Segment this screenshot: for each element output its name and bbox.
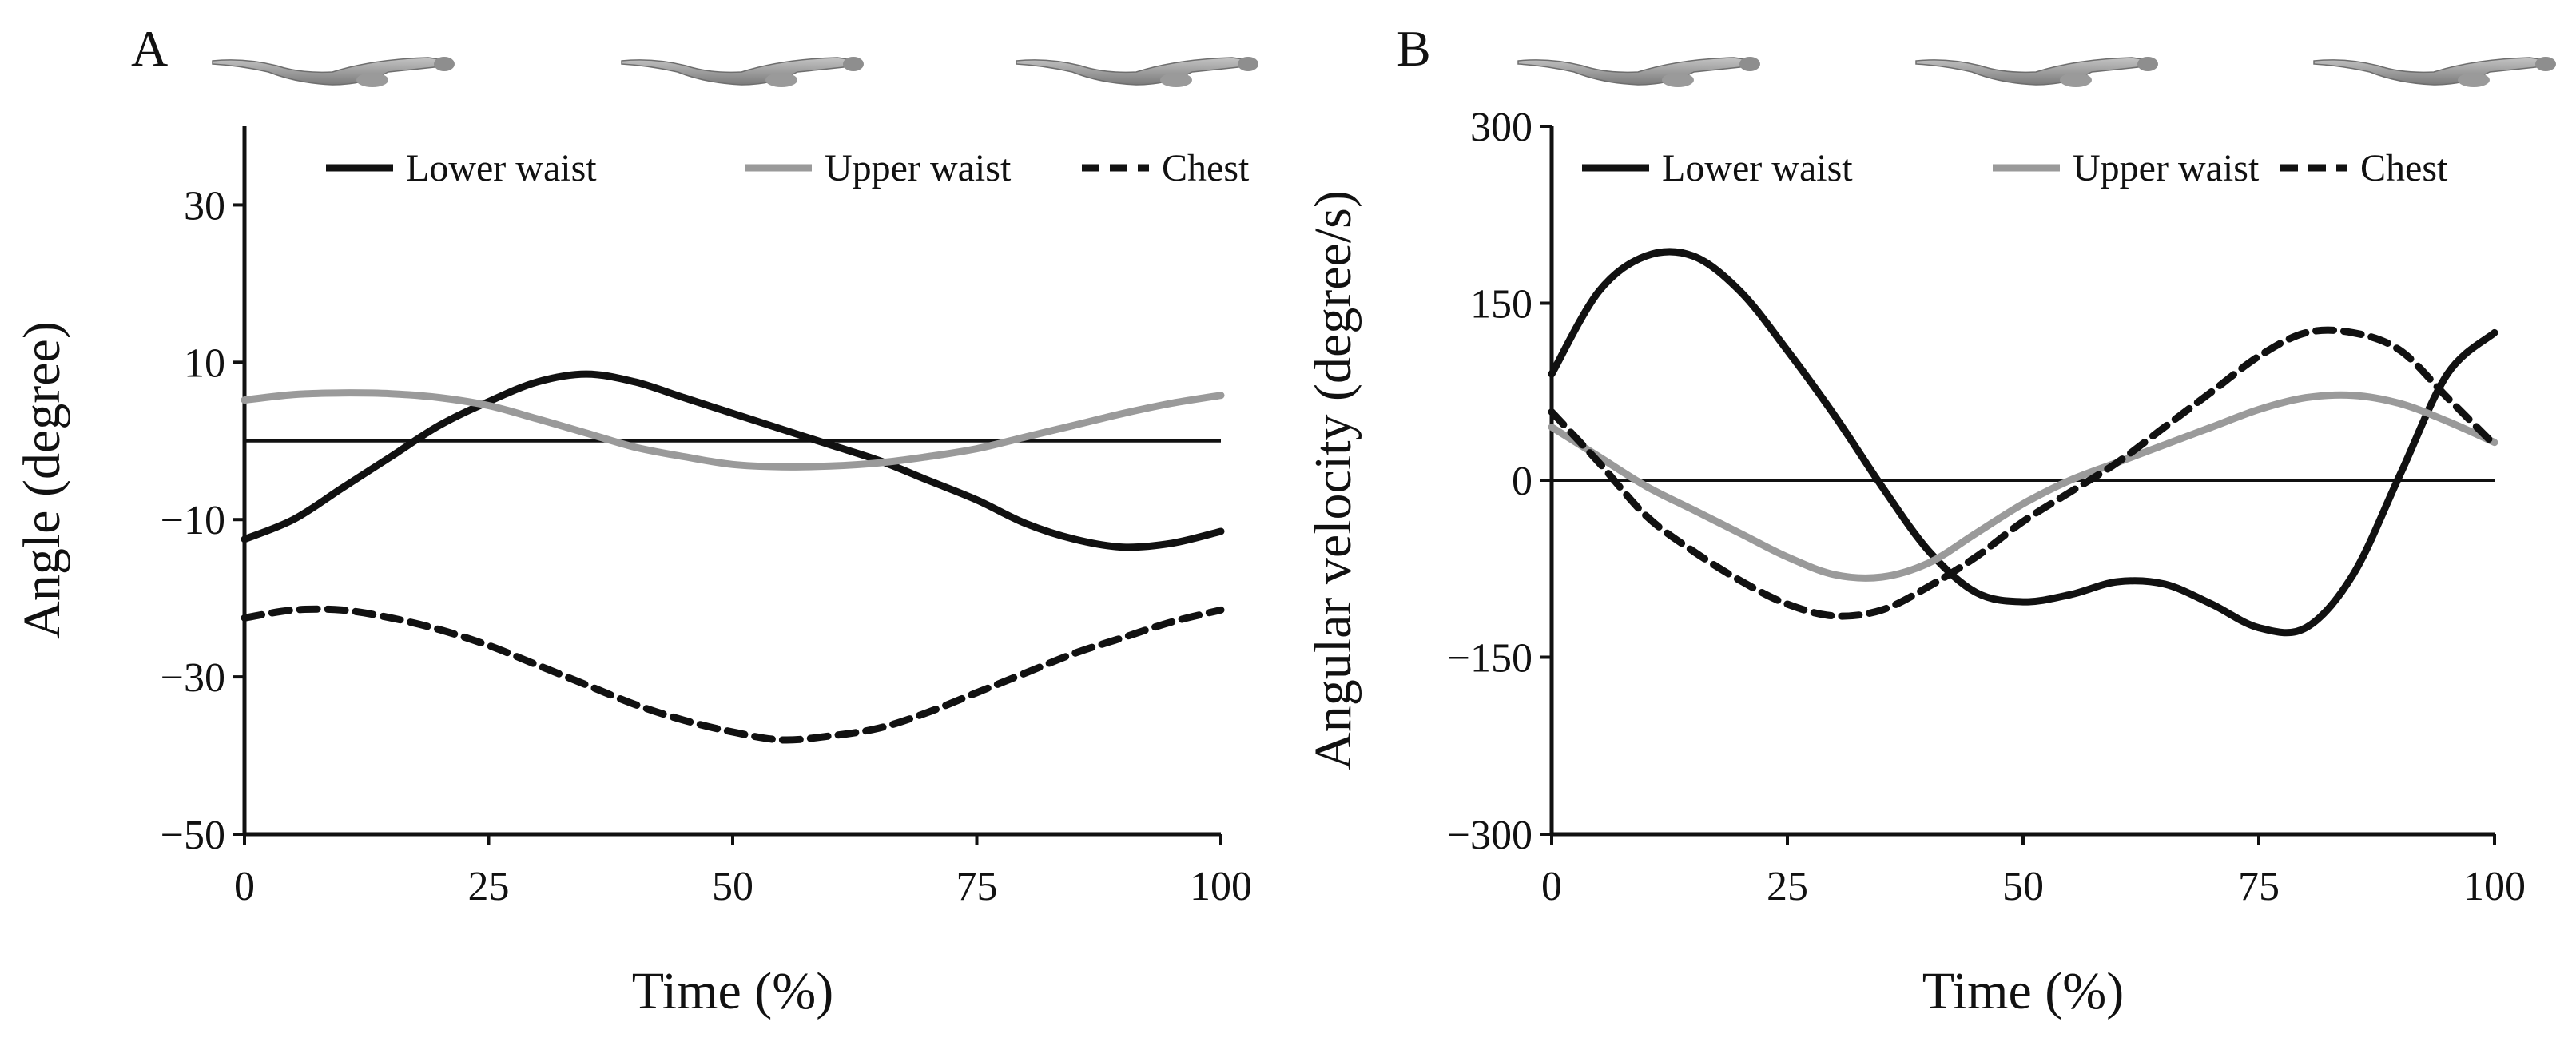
y-tick-label: 300 [1470,105,1532,150]
y-tick-label: −50 [161,813,225,858]
series-line-chest [241,605,1225,744]
legend-label: Chest [1162,147,1250,189]
y-tick-label: 0 [1512,459,1532,504]
series-line-upper-waist [241,389,1225,471]
y-tick-label: −300 [1447,813,1532,858]
panel-letter: B [1397,20,1431,77]
legend-label: Lower waist [1662,147,1853,189]
series-line-lower-waist [1548,248,2498,637]
x-tick-label: 100 [1190,864,1252,909]
y-tick-label: −150 [1447,636,1532,682]
series-line-chest [1548,326,2498,620]
swimmer-icon [212,56,455,88]
x-tick-label: 75 [956,864,998,909]
x-tick-label: 0 [1541,864,1562,909]
y-tick-label: 10 [184,340,225,386]
y-axis-title: Angular velocity (degree/s) [1304,190,1362,770]
legend: Lower waist Upper waist Chest [1582,147,2448,189]
x-axis-title: Time (%) [632,962,833,1020]
legend-label: Lower waist [406,147,597,189]
x-tick-label: 50 [712,864,753,909]
x-tick-label: 100 [2463,864,2526,909]
y-tick-label: −30 [161,655,225,701]
y-axis-title: Angle (degree) [13,321,71,639]
panel-b: B −300 −150 0 150 300 0 25 50 75 100 Time (%) Angula… [1304,20,2526,1020]
x-tick-label: 0 [234,864,255,909]
x-tick-label: 25 [1767,864,1808,909]
swimmer-pictograms [212,56,2557,88]
panel-letter: A [131,20,168,77]
x-tick-label: 75 [2238,864,2280,909]
swimmer-icon [1915,56,2159,88]
series-line-upper-waist [1548,391,2498,582]
swimmer-icon [621,56,865,88]
x-tick-label: 50 [2002,864,2044,909]
series-line-lower-waist [241,370,1225,551]
x-axis-title: Time (%) [1922,962,2124,1020]
y-tick-label: 30 [184,183,225,229]
swimmer-icon [2313,56,2557,88]
y-tick-label: 150 [1470,282,1532,328]
legend: Lower waist Upper waist Chest [326,147,1250,189]
y-tick-label: −10 [161,498,225,543]
legend-label: Chest [2360,147,2448,189]
legend-label: Upper waist [2073,147,2260,189]
legend-label: Upper waist [825,147,1012,189]
swimmer-icon [1016,56,1259,88]
x-tick-label: 25 [468,864,510,909]
swimmer-icon [1517,56,1761,88]
panel-a: A −50 −30 −10 10 30 0 25 50 75 100 Time (%) Angle (d… [13,20,1252,1020]
